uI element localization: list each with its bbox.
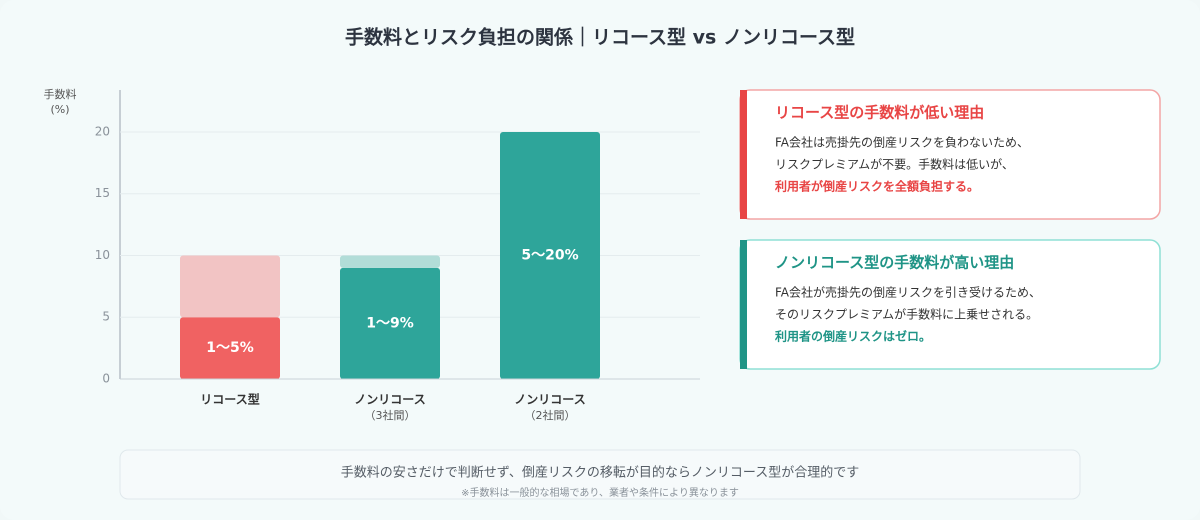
- bar-segment: [340, 267, 440, 379]
- panel-highlight: 利用者の倒産リスクはゼロ。: [775, 329, 931, 344]
- x-tick-label: リコース型: [200, 392, 259, 407]
- y-tick-label: 15: [95, 186, 110, 200]
- panel-text: FA会社は売掛先の倒産リスクを負わないため、: [775, 135, 1029, 150]
- x-tick-sublabel: （3社間）: [365, 408, 416, 422]
- panel-accent: [740, 240, 747, 369]
- bar-segment: [180, 255, 280, 318]
- panel-text: リスクプレミアムが不要。手数料は低いが、: [775, 157, 1014, 172]
- y-tick-label: 20: [95, 124, 110, 138]
- bar-label: 1〜5%: [206, 340, 254, 356]
- y-axis-unit: (%): [50, 103, 69, 116]
- x-tick-label: ノンリコース: [514, 393, 585, 407]
- panel-highlight: 利用者が倒産リスクを全額負担する。: [775, 179, 979, 194]
- y-tick-label: 5: [102, 310, 110, 324]
- bar-segment: [340, 255, 440, 268]
- y-tick-label: 0: [102, 372, 110, 386]
- x-tick-label: ノンリコース: [354, 393, 425, 407]
- footer-box: [119, 449, 1081, 500]
- x-tick-sublabel: （2社間）: [525, 408, 576, 422]
- bar-label: 1〜9%: [366, 315, 414, 331]
- panel-title: リコース型の手数料が低い理由: [775, 104, 984, 122]
- panel-accent: [740, 90, 747, 219]
- y-tick-label: 10: [95, 248, 110, 262]
- footer-note: ※手数料は一般的な相場であり、業者や条件により異なります: [461, 486, 739, 499]
- footer-text: 手数料の安さだけで判断せず、倒産リスクの移転が目的ならノンリコース型が合理的です: [341, 465, 859, 481]
- bar-segment: [500, 131, 600, 379]
- panel-text: FA会社が売掛先の倒産リスクを引き受けるため、: [775, 285, 1041, 300]
- panel-title: ノンリコース型の手数料が高い理由: [775, 254, 1014, 272]
- y-axis-label: 手数料: [44, 87, 77, 101]
- bar-label: 5〜20%: [521, 247, 578, 263]
- page-title: 手数料とリスク負担の関係｜リコース型 vs ノンリコース型: [345, 26, 855, 49]
- panel-text: そのリスクプレミアムが手数料に上乗せされる。: [775, 307, 1038, 322]
- bar-segment: [180, 317, 280, 379]
